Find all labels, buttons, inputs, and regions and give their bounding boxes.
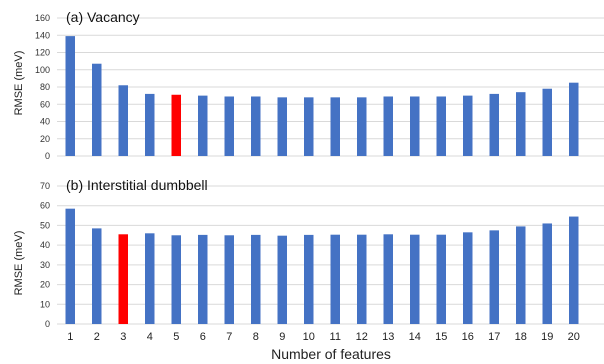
panel-b-ylabel: RMSE (meV) xyxy=(13,231,25,296)
panel-b-bar xyxy=(330,234,340,324)
panel-a-bar xyxy=(224,96,234,156)
panel-b-y-tick-label: 60 xyxy=(40,201,50,211)
x-tick-label: 10 xyxy=(303,331,315,343)
panel-b-yticks: 0 10 20 30 40 50 60 70 xyxy=(40,181,50,329)
panel-b-y-tick-label: 50 xyxy=(40,220,50,230)
panel-b-y-tick-label: 30 xyxy=(40,260,50,270)
panel-a-y-tick-label: 120 xyxy=(35,48,50,58)
panel-b-bar xyxy=(489,230,499,324)
x-tick-label: 4 xyxy=(147,331,153,343)
panel-a-bar xyxy=(65,36,75,156)
panel-a-bar xyxy=(198,95,208,156)
panel-b-bar xyxy=(436,234,446,324)
panel-a-y-tick-label: 0 xyxy=(45,151,50,161)
panel-b-bar xyxy=(383,234,393,324)
panel-a-bar xyxy=(569,82,579,156)
panel-a-bar xyxy=(542,88,552,156)
panel-b-bar xyxy=(251,234,261,324)
panel-a-bars xyxy=(65,36,579,156)
panel-b-bar xyxy=(171,235,181,324)
panel-a-bar xyxy=(489,93,499,156)
x-tick-label: 14 xyxy=(409,331,421,343)
panel-b-y-tick-label: 10 xyxy=(40,299,50,309)
panel-b-y-tick-label: 40 xyxy=(40,240,50,250)
panel-b-bar xyxy=(65,208,75,324)
panel-a-bar xyxy=(357,97,367,156)
panel-b-bar-highlighted xyxy=(118,234,128,324)
panel-a-bar-highlighted xyxy=(171,94,181,156)
panel-b-bar xyxy=(277,235,287,324)
panel-a-y-tick-label: 160 xyxy=(35,13,50,23)
panel-a-bar xyxy=(118,85,128,156)
panel-a-bar xyxy=(383,96,393,156)
panel-b-bar xyxy=(357,234,367,324)
panel-a-y-tick-label: 20 xyxy=(40,134,50,144)
panel-a-title: (a) Vacancy xyxy=(66,9,140,25)
x-tick-label: 18 xyxy=(515,331,527,343)
x-axis-label: Number of features xyxy=(271,346,391,362)
panel-b-bar xyxy=(198,234,208,324)
panel-b-bar xyxy=(92,228,102,324)
panel-a-y-tick-label: 60 xyxy=(40,99,50,109)
x-tick-label: 16 xyxy=(462,331,474,343)
panel-a-yticks: 0 20 40 60 80 100 120 140 160 xyxy=(35,13,50,161)
panel-a-bar xyxy=(304,97,314,156)
panel-a-ylabel: RMSE (meV) xyxy=(13,51,25,116)
x-tick-label: 12 xyxy=(356,331,368,343)
panel-a-bar xyxy=(330,97,340,156)
x-tick-label: 15 xyxy=(435,331,447,343)
panel-b-bar xyxy=(145,233,155,324)
panel-a-y-tick-label: 80 xyxy=(40,82,50,92)
panel-a-bar xyxy=(251,96,261,156)
x-tick-label: 9 xyxy=(279,331,285,343)
panel-a-bar xyxy=(277,97,287,156)
panel-b-bar xyxy=(410,234,420,324)
x-tick-label: 1 xyxy=(67,331,73,343)
panel-a-bar xyxy=(436,96,446,156)
panel-a-bar xyxy=(516,92,526,156)
x-tick-label: 7 xyxy=(226,331,232,343)
panel-a-bar xyxy=(145,93,155,156)
panel-b-bar xyxy=(463,232,473,324)
panel-a-y-tick-label: 40 xyxy=(40,117,50,127)
panel-a-y-tick-label: 100 xyxy=(35,65,50,75)
panel-b-bar xyxy=(516,226,526,324)
panel-a-bar xyxy=(92,63,102,156)
panel-b-title: (b) Interstitial dumbbell xyxy=(66,177,208,193)
panel-b-bar xyxy=(542,223,552,324)
panel-b-y-tick-label: 70 xyxy=(40,181,50,191)
x-tick-label: 2 xyxy=(94,331,100,343)
panel-b-y-tick-label: 0 xyxy=(45,319,50,329)
x-tick-label: 8 xyxy=(253,331,259,343)
x-tick-labels: 1 2 3 4 5 6 7 8 9 10 11 12 13 14 15 16 17 18 19 20 xyxy=(67,331,580,343)
x-tick-label: 17 xyxy=(488,331,500,343)
x-tick-label: 11 xyxy=(330,331,341,343)
panel-b-bars xyxy=(65,208,579,324)
panel-a-bar xyxy=(463,95,473,156)
panel-b: 0 10 20 30 40 50 60 70 (b) Interstitial dumbbel… xyxy=(13,177,604,329)
panel-a: 0 20 40 60 80 100 120 140 160 (a) Vacancy RMSE (… xyxy=(13,9,604,161)
x-tick-label: 3 xyxy=(120,331,126,343)
panel-b-bar xyxy=(224,235,234,324)
x-tick-label: 5 xyxy=(173,331,179,343)
panel-a-y-tick-label: 140 xyxy=(35,30,50,40)
panel-a-bar xyxy=(410,96,420,156)
x-tick-label: 19 xyxy=(541,331,553,343)
panel-b-y-tick-label: 20 xyxy=(40,280,50,290)
x-tick-label: 20 xyxy=(568,331,580,343)
x-tick-label: 13 xyxy=(382,331,394,343)
panel-b-bar xyxy=(304,234,314,324)
panel-b-bar xyxy=(569,216,579,324)
x-tick-label: 6 xyxy=(200,331,206,343)
